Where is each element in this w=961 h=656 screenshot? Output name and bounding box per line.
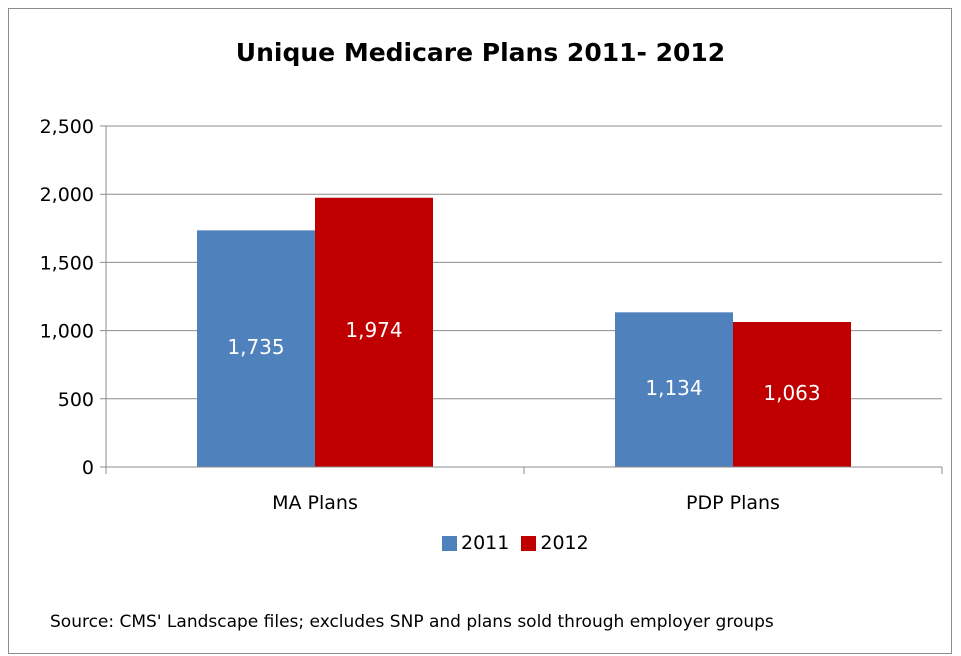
legend-label-2011: 2011 [461, 532, 510, 554]
bar-2011-0 [197, 230, 315, 467]
x-tick-label: MA Plans [272, 492, 358, 514]
y-tick-label: 0 [82, 457, 94, 479]
bar-2011-1 [615, 312, 733, 467]
y-tick-label: 2,500 [40, 116, 94, 138]
source-note: Source: CMS' Landscape files; excludes S… [50, 612, 774, 632]
legend-item-2011: 2011 [442, 532, 509, 554]
y-tick-label: 500 [58, 389, 94, 411]
legend-swatch-2011 [442, 535, 457, 551]
data-label: 1,974 [345, 318, 402, 342]
bar-2012-1 [733, 322, 851, 467]
x-tick-label: PDP Plans [686, 492, 780, 514]
chart-title: Unique Medicare Plans 2011- 2012 [235, 38, 726, 67]
data-label: 1,134 [645, 376, 702, 400]
y-tick-label: 1,500 [40, 252, 94, 274]
bar-2012-0 [315, 197, 433, 467]
y-tick-label: 1,000 [40, 321, 94, 343]
legend-label-2012: 2012 [540, 532, 589, 554]
data-label: 1,735 [227, 335, 284, 359]
legend-swatch-2012 [521, 535, 537, 551]
y-tick-label: 2,000 [40, 184, 94, 206]
legend-item-2012: 2012 [521, 532, 589, 554]
legend: 2011 2012 [442, 532, 595, 554]
data-label: 1,063 [763, 381, 820, 405]
